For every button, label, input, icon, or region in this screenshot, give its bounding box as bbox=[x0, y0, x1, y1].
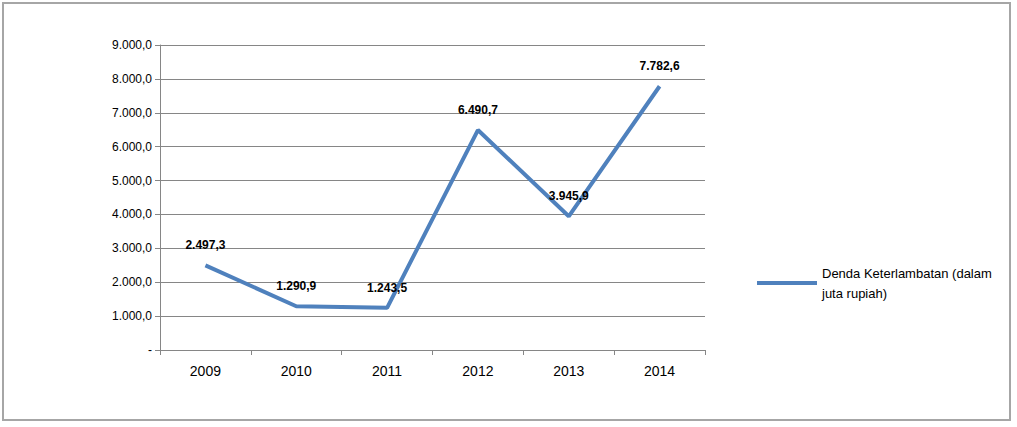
svg-text:1.243,5: 1.243,5 bbox=[367, 281, 407, 295]
svg-text:7.782,6: 7.782,6 bbox=[640, 59, 680, 73]
svg-text:2014: 2014 bbox=[644, 363, 675, 379]
svg-text:4.000,0: 4.000,0 bbox=[112, 207, 152, 221]
svg-text:2012: 2012 bbox=[462, 363, 493, 379]
svg-text:2010: 2010 bbox=[281, 363, 312, 379]
svg-text:Denda Keterlambatan (dalam: Denda Keterlambatan (dalam bbox=[822, 266, 995, 281]
svg-text:7.000,0: 7.000,0 bbox=[112, 106, 152, 120]
svg-text:3.000,0: 3.000,0 bbox=[112, 241, 152, 255]
svg-text:1.000,0: 1.000,0 bbox=[112, 309, 152, 323]
svg-text:2009: 2009 bbox=[190, 363, 221, 379]
svg-text:6.000,0: 6.000,0 bbox=[112, 140, 152, 154]
svg-text:5.000,0: 5.000,0 bbox=[112, 174, 152, 188]
svg-text:3.945,9: 3.945,9 bbox=[549, 189, 589, 203]
svg-text:6.490,7: 6.490,7 bbox=[458, 103, 498, 117]
svg-text:2013: 2013 bbox=[553, 363, 584, 379]
svg-text:2.000,0: 2.000,0 bbox=[112, 275, 152, 289]
svg-text:8.000,0: 8.000,0 bbox=[112, 72, 152, 86]
svg-text:2.497,3: 2.497,3 bbox=[185, 238, 225, 252]
svg-text:-: - bbox=[148, 343, 152, 357]
svg-text:2011: 2011 bbox=[372, 363, 402, 379]
svg-text:1.290,9: 1.290,9 bbox=[276, 279, 316, 293]
svg-text:9.000,0: 9.000,0 bbox=[112, 38, 152, 52]
svg-text:juta rupiah): juta rupiah) bbox=[821, 286, 887, 301]
